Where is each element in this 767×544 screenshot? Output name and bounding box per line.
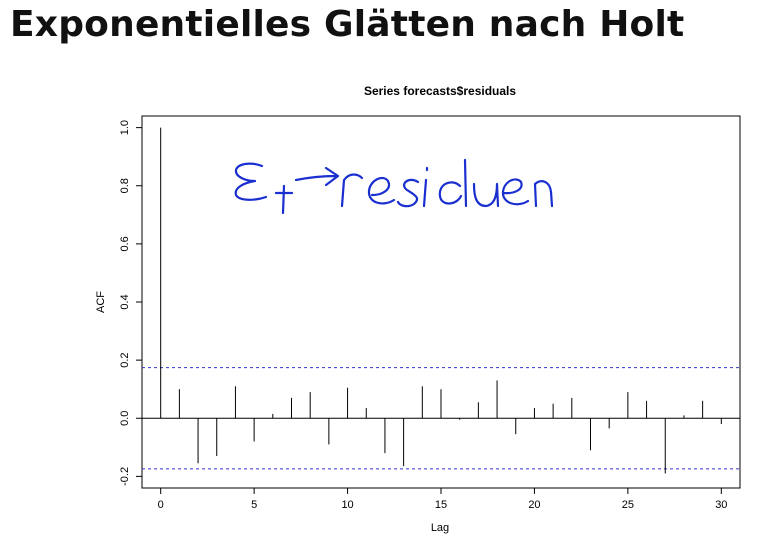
plot-frame <box>141 115 741 489</box>
x-axis-label: Lag <box>431 522 449 534</box>
y-tick-label: 0.4 <box>119 294 131 309</box>
slide-title: Exponentielles Glätten nach Holt <box>10 4 685 45</box>
x-tick-label: 10 <box>341 499 353 511</box>
chart-title: Series forecasts$residuals <box>364 84 516 98</box>
acf-marks: 0 5 10 15 20 25 30 -0.2 0.0 0.2 0.4 0.6 0.8 1.0 <box>119 120 740 511</box>
arrow-glyph <box>294 166 340 187</box>
handwritten-annotation <box>234 158 554 215</box>
x-tick-label: 20 <box>528 499 540 511</box>
subscript-t-glyph <box>274 184 294 215</box>
y-tick-label: -0.2 <box>119 467 131 486</box>
y-tick-label: 0.8 <box>119 178 131 193</box>
y-tick-label: 0.6 <box>119 236 131 251</box>
y-axis-label: ACF <box>95 291 107 313</box>
x-tick-label: 5 <box>251 499 257 511</box>
y-tick-label: 0.0 <box>119 411 131 426</box>
y-tick-label: 0.2 <box>119 352 131 367</box>
x-tick-label: 0 <box>158 499 164 511</box>
residuen-text-glyphs <box>340 158 554 208</box>
epsilon-glyph <box>234 162 268 201</box>
x-tick-label: 30 <box>715 499 727 511</box>
x-tick-label: 25 <box>622 499 634 511</box>
x-tick-label: 15 <box>435 499 447 511</box>
y-tick-label: 1.0 <box>119 120 131 135</box>
